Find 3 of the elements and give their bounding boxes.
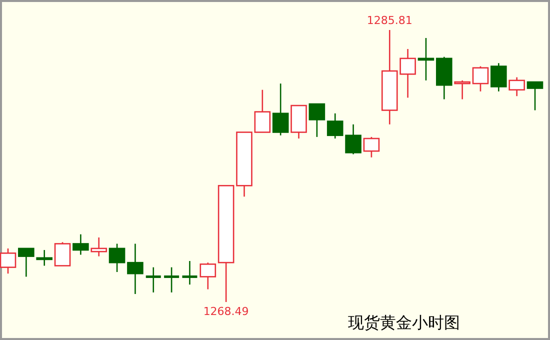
annotation: 1285.81 (366, 14, 412, 27)
annotation: 1268.49 (203, 305, 249, 318)
text: 现货黄金小时图 (348, 314, 460, 332)
